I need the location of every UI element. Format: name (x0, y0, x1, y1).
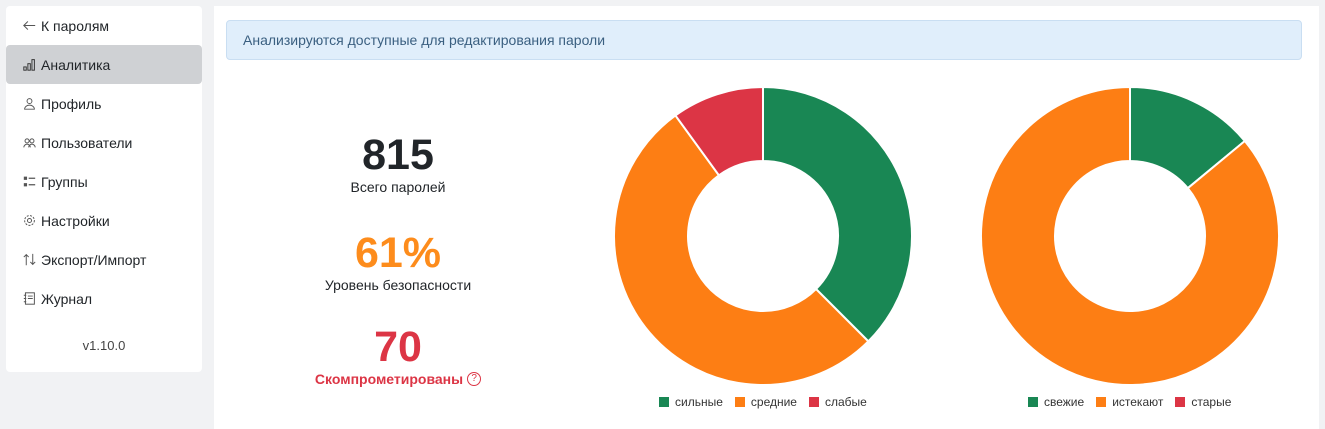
stat-total-value: 815 (362, 131, 434, 179)
donut-slice-0-2[interactable] (674, 86, 764, 177)
legend-item-0-2[interactable]: слабые (808, 395, 867, 409)
legend-label: слабые (824, 395, 867, 409)
main-content: Анализируются доступные для редактирован… (214, 6, 1319, 429)
sidebar-item-back-to-passwords[interactable]: К паролям (6, 6, 202, 45)
person-icon (21, 96, 37, 112)
people-icon (21, 135, 37, 151)
sidebar-item-label: К паролям (41, 17, 110, 34)
age-chart-legend: свежие истекают старые (1028, 395, 1231, 409)
sidebar-item-users[interactable]: Пользователи (6, 123, 202, 162)
list-check-icon (21, 174, 37, 190)
sidebar-item-label: Настройки (41, 212, 110, 229)
bar-chart-icon (21, 57, 37, 73)
stat-compromised-label: Скомпрометированы (314, 371, 464, 387)
legend-item-1-0[interactable]: свежие (1028, 395, 1084, 409)
sidebar-item-label: Журнал (41, 290, 93, 307)
legend-item-1-1[interactable]: истекают (1096, 395, 1163, 409)
age-donut-chart (980, 86, 1280, 386)
legend-swatch (1175, 397, 1186, 407)
stat-compromised: 70 Скомпрометированы ? (298, 323, 498, 387)
donut-slice-0-1[interactable] (613, 114, 870, 386)
legend-item-1-2[interactable]: старые (1175, 395, 1231, 409)
legend-swatch (1096, 397, 1107, 407)
sidebar: К паролям Аналитика Профиль Пользователи… (6, 6, 202, 372)
sidebar-item-analytics[interactable]: Аналитика (6, 45, 202, 84)
gear-icon (21, 213, 37, 229)
sidebar-item-label: Пользователи (41, 134, 133, 151)
strength-donut-chart (613, 86, 913, 386)
legend-item-0-1[interactable]: средние (734, 395, 797, 409)
question-circle-icon[interactable]: ? (467, 372, 482, 386)
info-alert-text: Анализируются доступные для редактирован… (243, 32, 606, 48)
legend-label: свежие (1044, 395, 1085, 409)
legend-label: средние (750, 395, 797, 409)
stat-total-label: Всего паролей (350, 179, 446, 195)
sidebar-item-settings[interactable]: Настройки (6, 201, 202, 240)
legend-swatch (808, 397, 819, 407)
donut-slice-0-0[interactable] (762, 86, 913, 343)
sidebar-item-label: Экспорт/Импорт (41, 251, 147, 268)
compromised-link[interactable]: Скомпрометированы ? (314, 371, 482, 387)
arrow-up-down-icon (21, 252, 37, 268)
sidebar-item-journal[interactable]: Журнал (6, 279, 202, 318)
info-alert: Анализируются доступные для редактирован… (226, 20, 1302, 60)
legend-label: сильные (675, 395, 723, 409)
sidebar-item-label: Профиль (41, 95, 102, 112)
legend-label: истекают (1112, 395, 1164, 409)
legend-swatch (734, 397, 745, 407)
legend-label: старые (1191, 395, 1232, 409)
sidebar-item-groups[interactable]: Группы (6, 162, 202, 201)
legend-swatch (1028, 397, 1038, 407)
donut-slice-1-1[interactable] (980, 86, 1280, 386)
stat-security-label: Уровень безопасности (324, 277, 472, 293)
strength-chart-legend: сильные средние слабые (659, 395, 867, 409)
stat-security-value: 61% (354, 229, 442, 277)
arrow-left-icon (21, 18, 37, 34)
legend-swatch (659, 397, 669, 407)
sidebar-item-profile[interactable]: Профиль (6, 84, 202, 123)
app-version: v1.10.0 (82, 338, 126, 353)
sidebar-item-export-import[interactable]: Экспорт/Импорт (6, 240, 202, 279)
stat-compromised-value: 70 (374, 323, 422, 371)
legend-item-0-0[interactable]: сильные (659, 395, 723, 409)
sidebar-item-label: Аналитика (41, 56, 111, 73)
stat-security: 61% Уровень безопасности (298, 229, 498, 293)
sidebar-item-label: Группы (41, 173, 88, 190)
journal-icon (21, 291, 37, 307)
stat-total: 815 Всего паролей (298, 131, 498, 195)
